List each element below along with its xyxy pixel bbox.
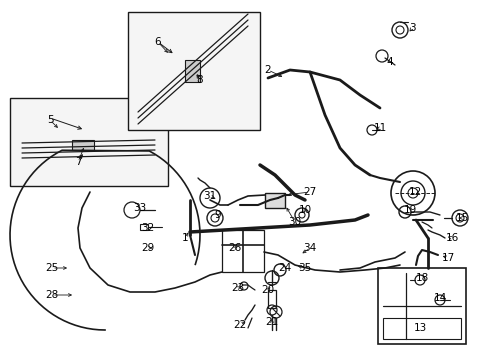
Text: 6: 6 — [154, 37, 161, 47]
Text: 25: 25 — [45, 263, 59, 273]
Text: 30: 30 — [288, 217, 301, 227]
Text: 22: 22 — [233, 320, 246, 330]
Bar — [267, 290, 275, 308]
Text: 21: 21 — [265, 317, 278, 327]
Text: 12: 12 — [407, 187, 421, 197]
Text: 17: 17 — [441, 253, 454, 263]
Text: 2: 2 — [264, 65, 271, 75]
Text: 31: 31 — [203, 191, 216, 201]
Text: 14: 14 — [432, 293, 446, 303]
Text: 8: 8 — [196, 75, 203, 85]
Bar — [10, 98, 168, 186]
Text: 24: 24 — [278, 263, 291, 273]
Text: 4: 4 — [386, 57, 392, 67]
Text: 35: 35 — [298, 263, 311, 273]
Text: 20: 20 — [261, 285, 274, 295]
Text: 5: 5 — [46, 115, 53, 125]
Text: 34: 34 — [303, 243, 316, 253]
Text: 29: 29 — [141, 243, 154, 253]
Text: 27: 27 — [303, 187, 316, 197]
Text: 16: 16 — [445, 233, 458, 243]
Bar — [264, 193, 285, 208]
Bar — [222, 230, 264, 272]
Text: 33: 33 — [133, 203, 146, 213]
Text: 11: 11 — [373, 123, 386, 133]
Text: 19: 19 — [403, 205, 416, 215]
Text: 28: 28 — [45, 290, 59, 300]
Text: 7: 7 — [75, 157, 81, 167]
Text: 32: 32 — [141, 223, 154, 233]
Text: 13: 13 — [412, 323, 426, 333]
Text: 1: 1 — [182, 233, 188, 243]
Text: 10: 10 — [298, 205, 311, 215]
Bar — [140, 224, 148, 230]
Bar — [72, 140, 94, 150]
Bar — [382, 318, 460, 339]
Bar — [128, 12, 260, 130]
Bar — [184, 60, 200, 82]
Text: 3: 3 — [408, 23, 414, 33]
Bar — [377, 268, 465, 344]
Text: 23: 23 — [231, 283, 244, 293]
Text: 18: 18 — [414, 273, 428, 283]
Text: 26: 26 — [228, 243, 241, 253]
Text: 15: 15 — [454, 213, 468, 223]
Text: 9: 9 — [214, 210, 221, 220]
